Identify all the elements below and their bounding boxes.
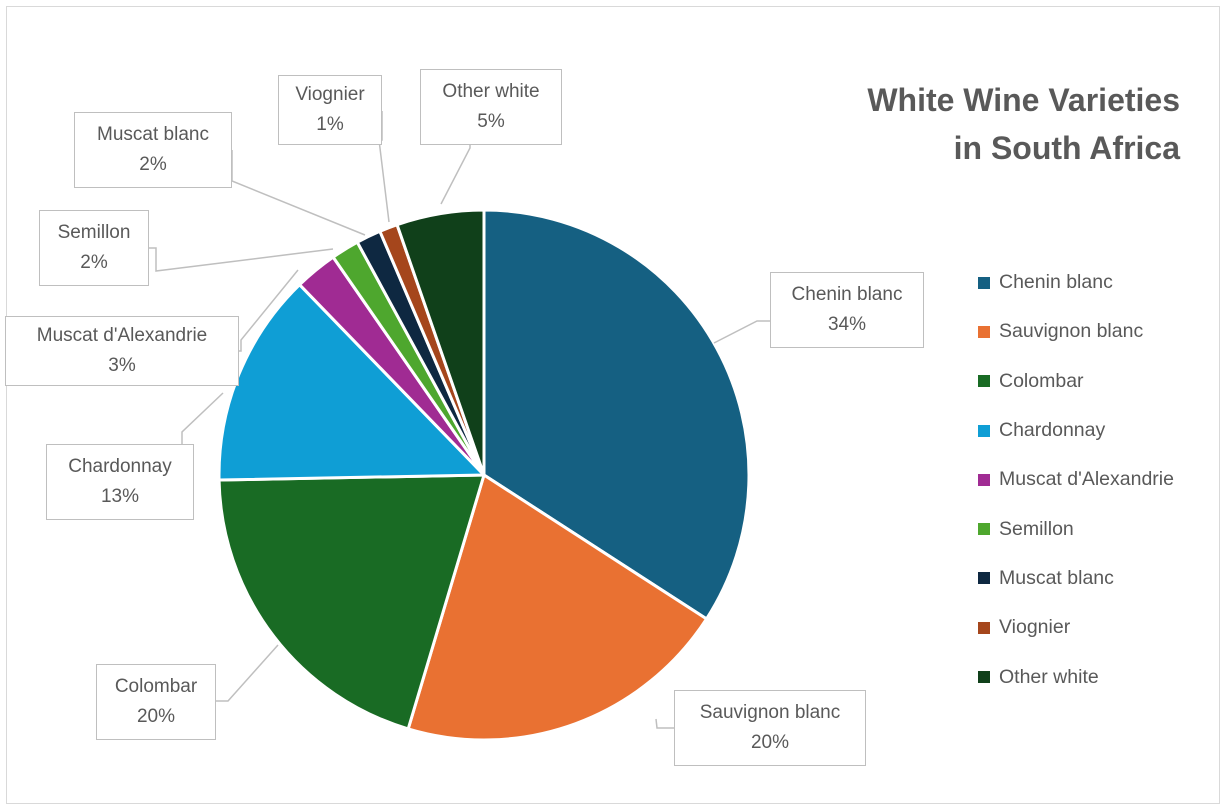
data-label-percent: 20% bbox=[750, 732, 790, 753]
legend-label: Other white bbox=[999, 665, 1099, 688]
legend-label: Chardonnay bbox=[999, 419, 1106, 442]
data-label-percent: 13% bbox=[100, 486, 140, 507]
legend-swatch bbox=[978, 473, 990, 486]
legend-swatch bbox=[978, 671, 990, 684]
data-label-chenin-blanc: Chenin blanc 34% bbox=[770, 272, 924, 348]
leader-line-sauvignon-blanc bbox=[655, 718, 674, 729]
legend-swatch bbox=[978, 523, 990, 536]
data-label-percent: 5% bbox=[477, 111, 505, 132]
data-label-name: Semillon bbox=[57, 222, 131, 243]
legend-label: Colombar bbox=[999, 369, 1084, 392]
data-label-muscat-d-alexandrie: Muscat d'Alexandrie 3% bbox=[5, 316, 239, 386]
legend-item-other-white: Other white bbox=[978, 652, 1218, 701]
legend-swatch bbox=[978, 276, 990, 289]
legend-item-chardonnay: Chardonnay bbox=[978, 406, 1218, 455]
data-label-other-white: Other white 5% bbox=[420, 69, 562, 145]
data-label-percent: 20% bbox=[136, 706, 176, 727]
legend-item-viognier: Viognier bbox=[978, 603, 1218, 652]
data-label-name: Muscat d'Alexandrie bbox=[36, 325, 208, 346]
data-label-percent: 1% bbox=[316, 114, 344, 135]
data-label-name: Chenin blanc bbox=[791, 284, 903, 305]
data-label-name: Chardonnay bbox=[68, 456, 172, 477]
legend-swatch bbox=[978, 424, 990, 437]
data-label-name: Other white bbox=[442, 81, 540, 102]
data-label-name: Muscat blanc bbox=[97, 124, 209, 145]
legend-label: Viognier bbox=[999, 616, 1071, 639]
legend-label: Sauvignon blanc bbox=[999, 320, 1144, 343]
data-label-chardonnay: Chardonnay 13% bbox=[46, 444, 194, 520]
data-label-percent: 2% bbox=[80, 252, 108, 273]
data-label-colombar: Colombar 20% bbox=[96, 664, 216, 740]
pie-slice-sauvignon-blanc bbox=[406, 473, 709, 742]
pie-slice-other-white bbox=[395, 208, 486, 477]
leader-line-muscat-blanc bbox=[231, 150, 366, 236]
data-label-name: Colombar bbox=[114, 676, 198, 697]
leader-line-muscat-d-alexandrie bbox=[239, 269, 299, 352]
data-label-percent: 34% bbox=[827, 314, 867, 335]
data-label-percent: 2% bbox=[139, 154, 167, 175]
data-label-name: Viognier bbox=[295, 84, 365, 105]
pie-slice-chardonnay bbox=[217, 283, 486, 482]
legend-label: Chenin blanc bbox=[999, 271, 1113, 294]
legend-item-semillon: Semillon bbox=[978, 504, 1218, 553]
chart-title: White Wine Varieties in South Africa bbox=[760, 76, 1180, 172]
legend-label: Muscat d'Alexandrie bbox=[999, 468, 1174, 491]
leader-line-chenin-blanc bbox=[713, 320, 770, 344]
data-label-name: Sauvignon blanc bbox=[699, 702, 841, 723]
legend: Chenin blanc Sauvignon blanc Colombar Chard… bbox=[978, 258, 1218, 702]
leader-line-other-white bbox=[440, 145, 471, 205]
legend-swatch bbox=[978, 621, 990, 634]
legend-swatch bbox=[978, 375, 990, 388]
legend-item-muscat-d-alexandrie: Muscat d'Alexandrie bbox=[978, 455, 1218, 504]
legend-item-muscat-blanc: Muscat blanc bbox=[978, 554, 1218, 603]
data-label-sauvignon-blanc: Sauvignon blanc 20% bbox=[674, 690, 866, 766]
legend-label: Semillon bbox=[999, 517, 1074, 540]
data-label-viognier: Viognier 1% bbox=[278, 75, 382, 145]
legend-item-chenin-blanc: Chenin blanc bbox=[978, 258, 1218, 307]
leader-line-semillon bbox=[149, 247, 334, 272]
leader-line-colombar bbox=[216, 644, 279, 702]
chart-title-line-2: in South Africa bbox=[953, 130, 1180, 166]
data-label-semillon: Semillon 2% bbox=[39, 210, 149, 286]
data-label-muscat-blanc: Muscat blanc 2% bbox=[74, 112, 232, 188]
legend-label: Muscat blanc bbox=[999, 566, 1114, 589]
chart-title-line-1: White Wine Varieties bbox=[867, 82, 1180, 118]
data-label-percent: 3% bbox=[108, 355, 136, 376]
pie-slice-colombar bbox=[217, 473, 486, 731]
legend-swatch bbox=[978, 325, 990, 338]
legend-swatch bbox=[978, 572, 990, 585]
legend-item-colombar: Colombar bbox=[978, 357, 1218, 406]
legend-item-sauvignon-blanc: Sauvignon blanc bbox=[978, 307, 1218, 356]
